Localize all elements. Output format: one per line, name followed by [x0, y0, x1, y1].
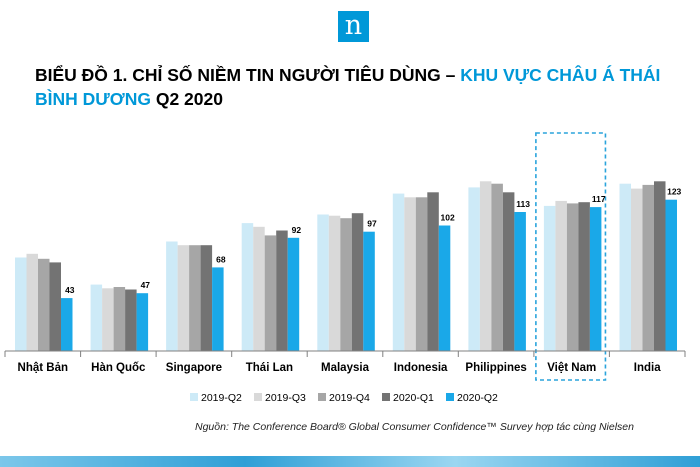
bar-2020-q1-5	[427, 192, 439, 351]
bar-2019-q3-5	[404, 197, 416, 352]
bar-2019-q2-4	[317, 214, 329, 351]
bar-2019-q3-4	[328, 215, 341, 351]
bar-2019-q2-7	[543, 205, 556, 351]
title-part-3: Q2 2020	[150, 89, 223, 109]
data-label-1: 47	[141, 280, 151, 290]
data-label-5: 102	[441, 213, 455, 223]
legend-label-4: 2020-Q2	[457, 392, 498, 404]
category-label-8: India	[634, 362, 661, 374]
source-note: Nguồn: The Conference Board® Global Cons…	[195, 421, 634, 433]
bar-2019-q3-1	[102, 288, 114, 351]
bar-2020-q2-8	[665, 199, 677, 351]
category-label-7: Việt Nam	[547, 362, 596, 374]
category-label-6: Philippines	[465, 362, 526, 374]
bar-2019-q3-0	[26, 253, 38, 351]
nielsen-logo: n	[338, 10, 369, 42]
bar-2019-q4-3	[264, 235, 277, 351]
data-label-0: 43	[65, 285, 75, 295]
footer-band	[0, 456, 700, 467]
bar-2019-q4-2	[189, 245, 201, 351]
bar-2020-q2-3	[287, 237, 300, 351]
category-label-2: Singapore	[166, 362, 222, 374]
data-label-2: 68	[216, 254, 226, 264]
bar-2020-q1-2	[200, 245, 213, 351]
category-label-3: Thái Lan	[246, 362, 293, 374]
bar-2019-q2-1	[90, 284, 103, 351]
bar-2020-q2-2	[212, 267, 224, 351]
title-part-1: BIỂU ĐỒ 1. CHỈ SỐ NIỀM TIN NGƯỜI TIÊU DÙ…	[35, 65, 461, 85]
bar-2020-q1-0	[49, 262, 61, 351]
bar-2019-q2-2	[166, 241, 178, 351]
bar-2020-q2-7	[589, 207, 602, 351]
category-label-1: Hàn Quốc	[91, 362, 146, 374]
bar-2019-q4-7	[566, 203, 579, 351]
bar-2019-q3-6	[479, 181, 492, 351]
bar-2019-q3-8	[631, 188, 643, 351]
bar-2020-q2-5	[438, 225, 451, 351]
bar-2019-q4-4	[340, 218, 352, 351]
bar-2020-q2-0	[61, 298, 73, 351]
bar-2020-q1-8	[654, 181, 666, 351]
legend-label-0: 2019-Q2	[201, 392, 242, 404]
data-label-3: 92	[292, 225, 302, 235]
legend-label-3: 2020-Q1	[393, 392, 434, 404]
bar-2019-q4-0	[38, 258, 50, 352]
category-label-4: Malaysia	[321, 362, 370, 374]
logo-letter: n	[344, 10, 363, 41]
legend-label-2: 2019-Q4	[329, 392, 370, 404]
bar-2020-q1-6	[502, 192, 515, 351]
legend-swatch-4	[446, 393, 454, 401]
bar-2019-q4-8	[642, 184, 654, 351]
legend-swatch-0	[190, 393, 198, 401]
bar-2020-q1-4	[351, 213, 364, 351]
bar-2019-q2-8	[619, 183, 631, 351]
bar-2019-q2-6	[468, 187, 480, 351]
bar-2020-q1-7	[578, 202, 590, 351]
bar-2019-q2-5	[392, 193, 405, 351]
data-label-4: 97	[367, 219, 377, 229]
bar-2020-q2-1	[136, 293, 149, 351]
bar-2019-q4-6	[491, 183, 503, 351]
bar-2019-q3-2	[177, 245, 190, 351]
bar-2019-q3-7	[555, 200, 567, 351]
data-label-7: 117	[592, 194, 606, 204]
bar-2020-q1-3	[276, 230, 288, 351]
data-label-8: 123	[667, 187, 681, 197]
legend-swatch-3	[382, 393, 390, 401]
title-part-highlight: KHU VỰC CHÂU Á THÁI BÌNH DƯƠNG	[35, 65, 661, 109]
bar-2019-q2-0	[15, 257, 27, 351]
data-label-6: 113	[516, 199, 530, 209]
bar-2019-q3-3	[253, 226, 265, 351]
chart-title: BIỂU ĐỒ 1. CHỈ SỐ NIỀM TIN NGƯỜI TIÊU DÙ…	[35, 63, 685, 111]
bar-2020-q2-6	[514, 212, 526, 351]
bar-2020-q2-4	[363, 231, 375, 351]
category-label-0: Nhật Bản	[18, 362, 68, 374]
bar-2020-q1-1	[125, 289, 137, 351]
bar-chart: 43 Nhật Bản 47 Hàn Quốc 68 Singapore 92 Thái La…	[4, 132, 686, 404]
highlight-box	[535, 132, 607, 381]
legend-swatch-1	[254, 393, 262, 401]
bar-2019-q4-1	[113, 287, 126, 351]
legend-label-1: 2019-Q3	[265, 392, 306, 404]
bar-2019-q2-3	[241, 223, 254, 351]
legend-swatch-2	[318, 393, 326, 401]
category-label-5: Indonesia	[394, 362, 448, 374]
bar-2019-q4-5	[415, 197, 428, 352]
